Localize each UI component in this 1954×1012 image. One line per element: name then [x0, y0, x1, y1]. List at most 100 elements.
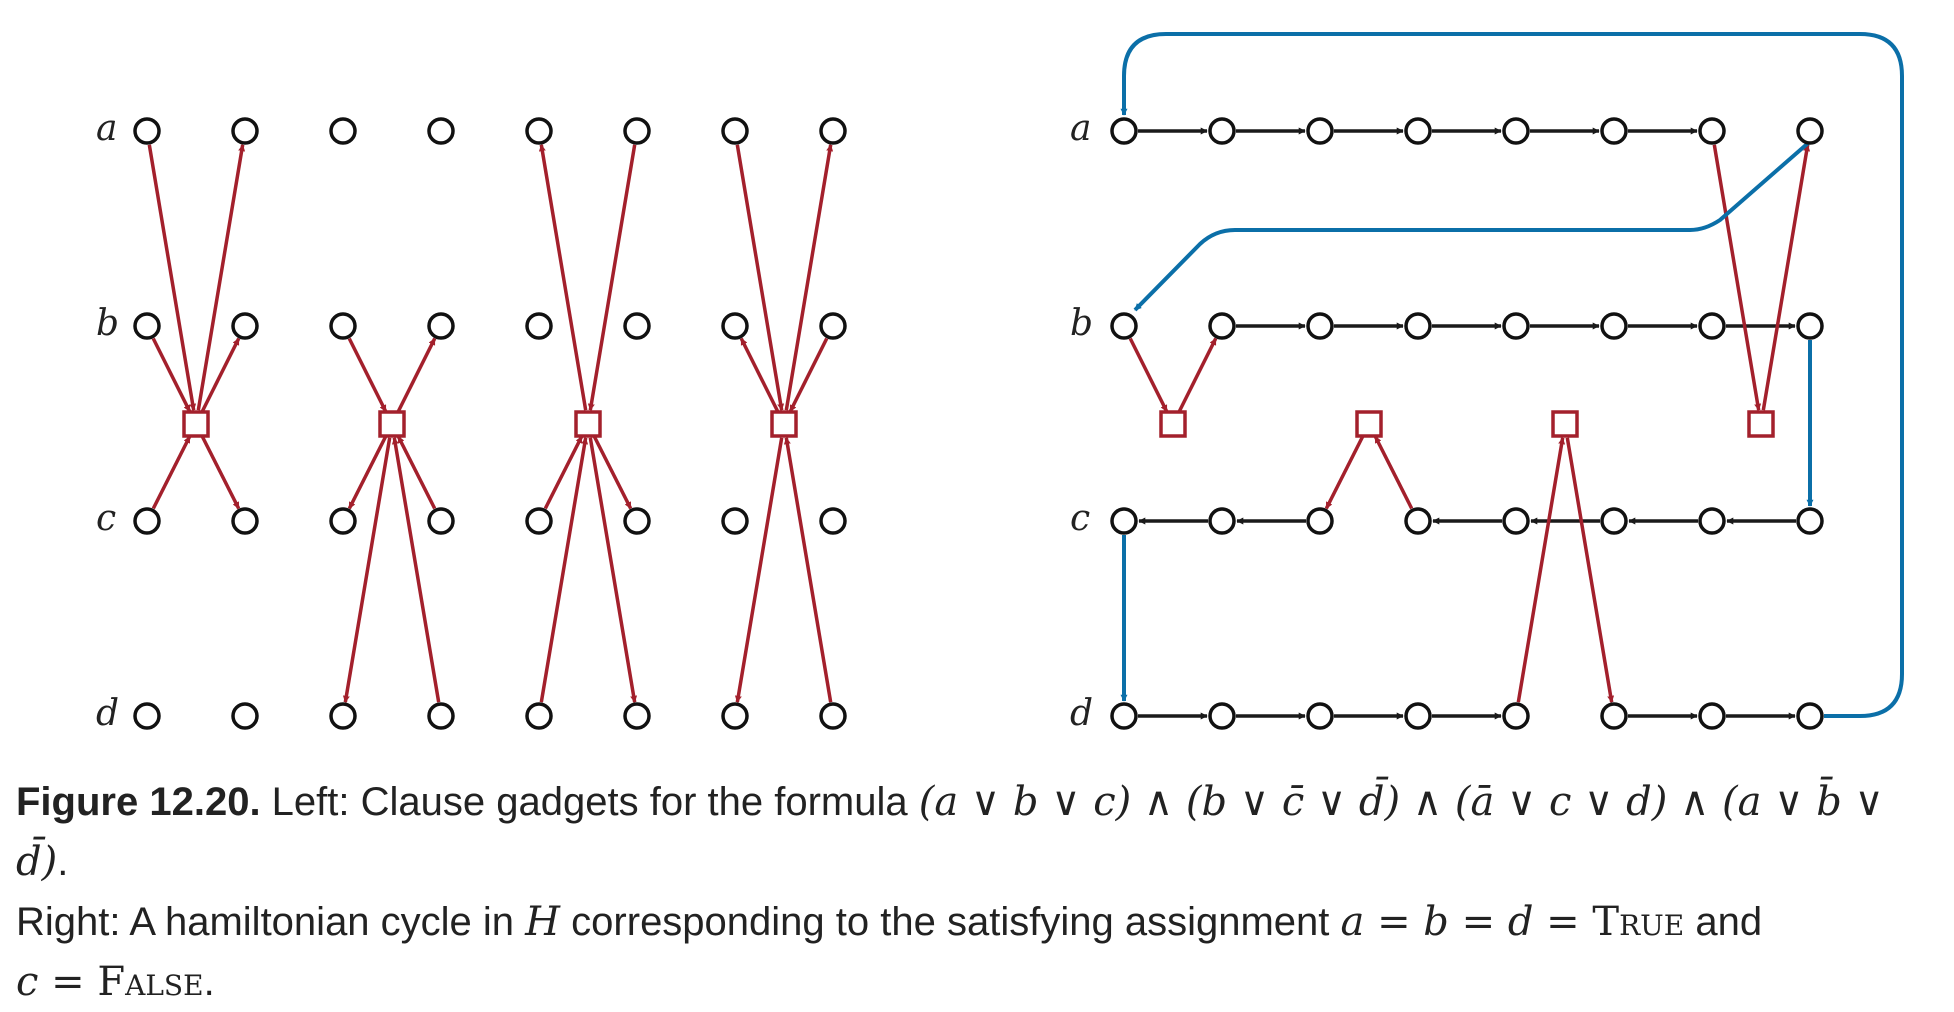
left-node-b-4 — [427, 312, 455, 340]
right-node-a-5 — [1502, 117, 1530, 145]
clause-edge — [347, 435, 388, 510]
clause-edge — [783, 437, 833, 703]
figure-caption: Figure 12.20. Left: Clause gadgets for t… — [16, 772, 1946, 1012]
clause-edge — [347, 337, 388, 413]
clause-edge — [734, 437, 784, 703]
left-node-b-3 — [329, 312, 357, 340]
clause-edge — [739, 337, 780, 413]
left-node-c-1 — [133, 507, 161, 535]
caption-true: True — [1592, 899, 1685, 945]
right-node-c-7 — [1698, 507, 1726, 535]
right-clause-node-2 — [1355, 410, 1383, 438]
right-hamiltonian-cycle — [1110, 32, 1904, 730]
clause-edge — [538, 144, 588, 411]
left-node-a-3 — [329, 117, 357, 145]
cycle-edge-d-to-a — [1120, 32, 1904, 718]
left-node-c-6 — [623, 507, 651, 535]
right-node-d-5 — [1502, 702, 1530, 730]
caption-graph-name: H — [525, 899, 561, 945]
left-node-b-5 — [525, 312, 553, 340]
detour-edge — [1324, 435, 1365, 510]
clause-edge — [147, 144, 197, 411]
clause-edge — [200, 435, 241, 510]
left-node-c-3 — [329, 507, 357, 535]
right-row-label-c: c — [1070, 498, 1090, 539]
cycle-edge-a-to-b — [1133, 129, 1824, 312]
clause-edge — [539, 437, 589, 703]
right-node-b-2 — [1208, 312, 1236, 340]
right-node-d-8 — [1796, 702, 1824, 730]
caption-line-3: c = False. — [16, 952, 1946, 1012]
clause-edge — [588, 437, 638, 703]
left-node-b-1 — [133, 312, 161, 340]
left-node-c-5 — [525, 507, 553, 535]
clause-edge — [396, 435, 437, 510]
caption-formula: (a ∨ b ∨ c) ∧ (b ∨ c̄ ∨ d̄) ∧ (ā ∨ c ∨ d… — [16, 779, 1884, 885]
left-node-d-5 — [525, 702, 553, 730]
caption-line-1: Figure 12.20. Left: Clause gadgets for t… — [16, 772, 1946, 892]
left-node-b-2 — [231, 312, 259, 340]
detour-edge — [1373, 435, 1414, 510]
right-node-a-1 — [1110, 117, 1138, 145]
figure-label: Figure 12.20. — [16, 780, 261, 824]
left-clause-node-1 — [182, 410, 210, 438]
right-row-label-b: b — [1070, 303, 1093, 344]
right-node-b-1 — [1110, 312, 1138, 340]
right-node-a-4 — [1404, 117, 1432, 145]
right-node-a-7 — [1698, 117, 1726, 145]
clause-edge — [151, 435, 192, 510]
left-node-b-7 — [721, 312, 749, 340]
clause-edge — [543, 435, 584, 510]
clause-edge — [196, 144, 246, 411]
clause-edge — [391, 437, 441, 703]
clause-edge — [735, 144, 785, 411]
left-clause-node-3 — [574, 410, 602, 438]
right-node-b-4 — [1404, 312, 1432, 340]
caption-text-3: Right: A hamiltonian cycle in — [16, 900, 526, 944]
caption-text-6: . — [203, 960, 215, 1004]
right-node-a-2 — [1208, 117, 1236, 145]
left-node-a-5 — [525, 117, 553, 145]
caption-assignment: a = b = d = — [1340, 899, 1593, 945]
right-node-d-7 — [1698, 702, 1726, 730]
right-node-a-6 — [1600, 117, 1628, 145]
caption-text-2: . — [57, 840, 69, 884]
right-row-label-a: a — [1070, 108, 1091, 149]
left-node-c-2 — [231, 507, 259, 535]
left-row-label-d: d — [96, 693, 119, 734]
clause-edge — [587, 144, 637, 411]
detour-edge — [1128, 337, 1169, 413]
left-row-label-b: b — [96, 303, 119, 344]
caption-assignment-2: c = — [16, 959, 98, 1005]
clause-edge — [784, 144, 834, 411]
detour-edge — [1761, 144, 1811, 411]
clause-edge — [592, 435, 633, 510]
right-node-c-4 — [1404, 507, 1432, 535]
right-node-c-3 — [1306, 507, 1334, 535]
clause-edge — [788, 337, 829, 413]
right-node-a-3 — [1306, 117, 1334, 145]
right-node-b-8 — [1796, 312, 1824, 340]
right-node-d-2 — [1208, 702, 1236, 730]
right-clause-node-4 — [1747, 410, 1775, 438]
left-node-a-2 — [231, 117, 259, 145]
right-node-d-4 — [1404, 702, 1432, 730]
detour-edge — [1177, 337, 1218, 413]
caption-text-1: Left: Clause gadgets for the formula — [260, 780, 919, 824]
left-node-d-6 — [623, 702, 651, 730]
right-node-a-8 — [1796, 117, 1824, 145]
detour-edge — [1516, 437, 1566, 703]
caption-text-4: corresponding to the satisfying assignme… — [560, 900, 1341, 944]
right-node-c-5 — [1502, 507, 1530, 535]
left-row-label-a: a — [96, 108, 117, 149]
left-node-a-4 — [427, 117, 455, 145]
left-node-d-1 — [133, 702, 161, 730]
left-row-label-c: c — [96, 498, 116, 539]
left-node-c-4 — [427, 507, 455, 535]
left-node-d-4 — [427, 702, 455, 730]
caption-false: False — [97, 959, 204, 1005]
left-node-d-7 — [721, 702, 749, 730]
clause-edge — [151, 337, 192, 413]
left-node-b-8 — [819, 312, 847, 340]
right-node-b-6 — [1600, 312, 1628, 340]
